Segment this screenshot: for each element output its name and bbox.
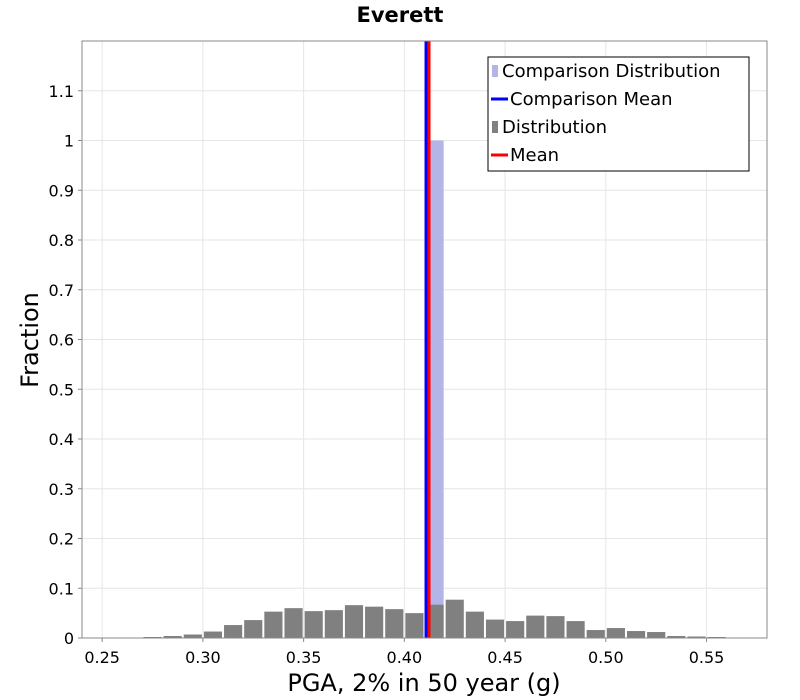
bar (264, 611, 283, 638)
bar (284, 608, 303, 638)
x-tick-label: 0.40 (387, 648, 423, 667)
y-tick-label: 0.9 (49, 181, 74, 200)
bar (647, 632, 666, 638)
y-tick-label: 1.1 (49, 82, 74, 101)
x-tick-label: 0.30 (185, 648, 221, 667)
bar (606, 628, 625, 638)
mean-lines (424, 41, 431, 638)
y-tick-label: 0.1 (49, 579, 74, 598)
bar (304, 611, 323, 638)
x-tick-label: 0.35 (286, 648, 322, 667)
chart-title: Everett (357, 3, 444, 27)
bar (163, 636, 182, 638)
bar (526, 615, 545, 638)
bar (506, 621, 525, 638)
x-tick-label: 0.50 (588, 648, 624, 667)
bar (465, 611, 484, 638)
bar (365, 606, 384, 638)
x-axis: 0.25 0.30 0.35 0.40 0.45 0.50 0.55 (84, 638, 724, 667)
bar (667, 636, 686, 638)
y-tick-label: 0.3 (49, 480, 74, 499)
legend-box (487, 56, 750, 172)
bar (687, 636, 706, 638)
y-tick-label: 0.2 (49, 530, 74, 549)
distribution-bars (103, 599, 746, 638)
bar (586, 630, 605, 638)
y-tick-label: 0.7 (49, 281, 74, 300)
bar (385, 609, 404, 638)
y-axis: 0 0.1 0.2 0.3 0.4 0.5 0.6 0.7 0.8 0.9 1 1.1 (49, 82, 82, 648)
y-tick-label: 0.4 (49, 430, 74, 449)
bar (324, 610, 343, 638)
x-tick-label: 0.25 (84, 648, 120, 667)
bar (445, 599, 464, 638)
y-tick-label: 1 (64, 132, 74, 151)
y-tick-label: 0.6 (49, 331, 74, 350)
legend-label: Comparison Distribution (502, 61, 721, 82)
bar (344, 605, 364, 638)
bar (183, 634, 202, 638)
x-tick-label: 0.45 (487, 648, 523, 667)
legend-label: Comparison Mean (510, 89, 673, 110)
legend-swatch (492, 65, 498, 77)
bar (626, 631, 646, 638)
bar (566, 621, 585, 638)
bar (244, 620, 263, 638)
x-axis-title: PGA, 2% in 50 year (g) (287, 669, 560, 697)
y-tick-label: 0 (64, 629, 74, 648)
bar (203, 631, 223, 638)
y-tick-label: 0.5 (49, 380, 74, 399)
bar (405, 613, 424, 638)
y-tick-label: 0.8 (49, 231, 74, 250)
bar (546, 616, 565, 638)
bar (485, 619, 505, 638)
legend-label: Mean (510, 145, 559, 166)
legend-label: Distribution (502, 117, 607, 138)
legend-swatch (492, 121, 498, 133)
bar (224, 625, 243, 638)
y-axis-title: Fraction (16, 292, 44, 388)
legend: Comparison Distribution Comparison Mean Di… (487, 56, 750, 172)
x-tick-label: 0.55 (689, 648, 725, 667)
